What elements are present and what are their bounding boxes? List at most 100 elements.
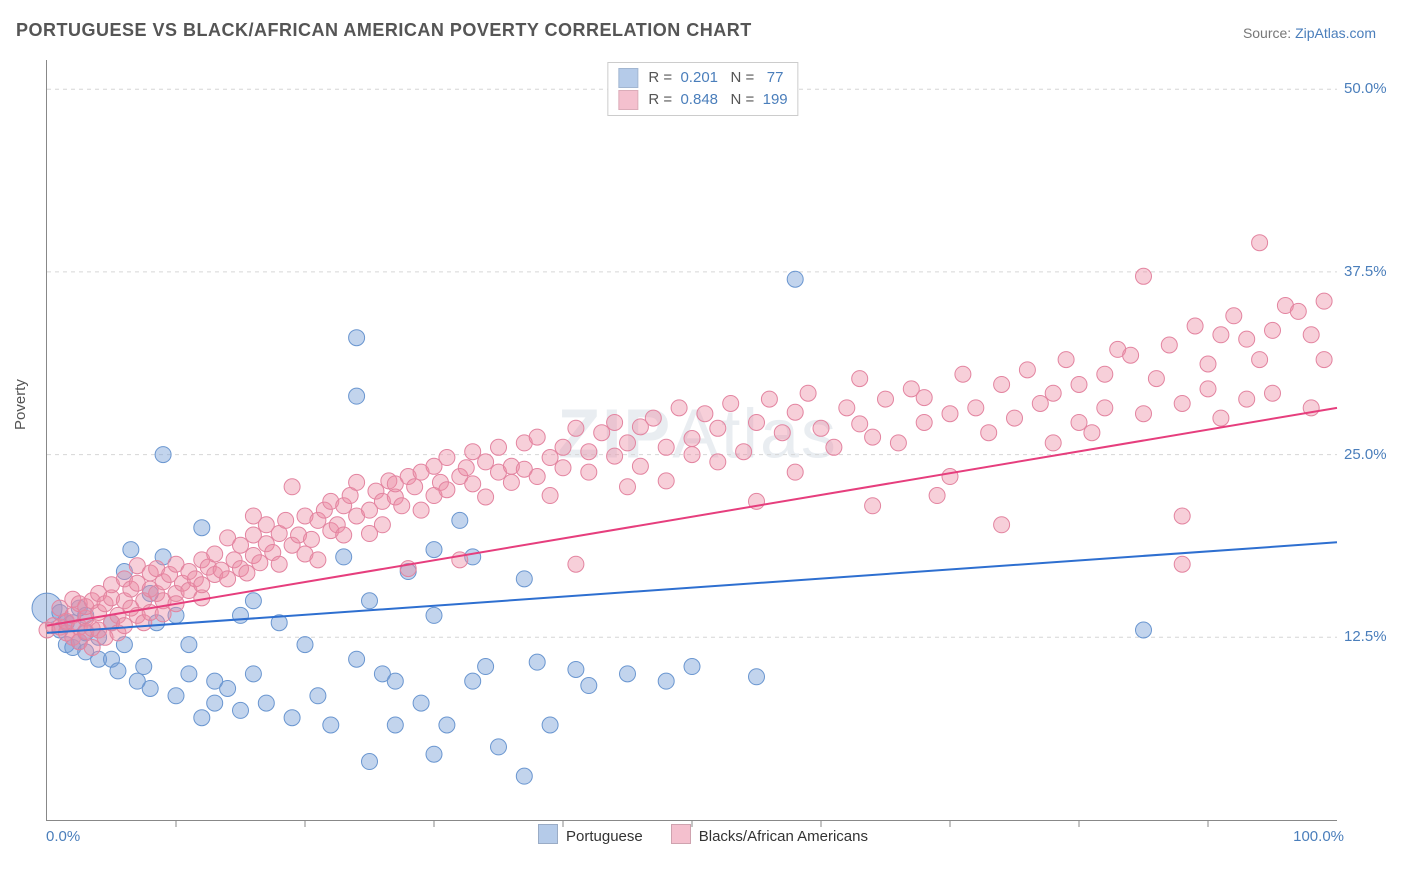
scatter-point-b xyxy=(1174,508,1190,524)
scatter-point-b xyxy=(310,552,326,568)
scatter-point-b xyxy=(465,444,481,460)
scatter-point-a xyxy=(581,678,597,694)
source-attribution: Source: ZipAtlas.com xyxy=(1243,25,1376,41)
scatter-point-b xyxy=(658,473,674,489)
scatter-point-a xyxy=(452,512,468,528)
scatter-point-a xyxy=(491,739,507,755)
scatter-point-a xyxy=(168,688,184,704)
scatter-point-a xyxy=(387,717,403,733)
legend-label: Blacks/African Americans xyxy=(699,828,868,845)
scatter-point-b xyxy=(1136,406,1152,422)
scatter-point-b xyxy=(1045,385,1061,401)
scatter-point-a xyxy=(155,447,171,463)
scatter-point-b xyxy=(1071,376,1087,392)
scatter-point-a xyxy=(136,659,152,675)
legend-r-value: 0.848 xyxy=(680,89,718,111)
scatter-point-a xyxy=(194,520,210,536)
scatter-point-b xyxy=(465,476,481,492)
source-link[interactable]: ZipAtlas.com xyxy=(1295,25,1376,41)
scatter-point-b xyxy=(594,425,610,441)
scatter-point-b xyxy=(632,458,648,474)
y-axis-tick-label: 37.5% xyxy=(1344,263,1387,280)
scatter-point-b xyxy=(1316,293,1332,309)
scatter-point-b xyxy=(1316,352,1332,368)
scatter-point-b xyxy=(723,395,739,411)
scatter-point-b xyxy=(968,400,984,416)
scatter-point-b xyxy=(1045,435,1061,451)
chart-title: PORTUGUESE VS BLACK/AFRICAN AMERICAN POV… xyxy=(16,20,752,41)
scatter-point-b xyxy=(581,464,597,480)
scatter-point-b xyxy=(1290,303,1306,319)
scatter-point-b xyxy=(303,531,319,547)
scatter-point-b xyxy=(1239,391,1255,407)
scatter-point-b xyxy=(749,414,765,430)
scatter-point-b xyxy=(890,435,906,451)
scatter-point-b xyxy=(1213,327,1229,343)
scatter-point-b xyxy=(555,439,571,455)
legend-r-label: R = xyxy=(648,89,680,111)
scatter-point-b xyxy=(1084,425,1100,441)
scatter-point-b xyxy=(994,376,1010,392)
scatter-point-b xyxy=(1213,410,1229,426)
scatter-point-b xyxy=(1265,322,1281,338)
scatter-point-b xyxy=(916,390,932,406)
correlation-legend: R = 0.201 N = 77R = 0.848 N = 199 xyxy=(607,62,798,116)
plot-svg xyxy=(47,60,1337,820)
scatter-point-b xyxy=(478,489,494,505)
legend-n-value: 199 xyxy=(763,89,788,111)
scatter-point-a xyxy=(426,607,442,623)
scatter-point-a xyxy=(439,717,455,733)
scatter-point-b xyxy=(800,385,816,401)
scatter-point-a xyxy=(233,702,249,718)
scatter-point-a xyxy=(620,666,636,682)
scatter-point-a xyxy=(349,330,365,346)
scatter-point-b xyxy=(413,502,429,518)
scatter-point-a xyxy=(516,571,532,587)
scatter-point-b xyxy=(1097,400,1113,416)
scatter-point-b xyxy=(220,571,236,587)
scatter-point-a xyxy=(110,663,126,679)
scatter-point-b xyxy=(1058,352,1074,368)
scatter-point-a xyxy=(297,637,313,653)
scatter-point-b xyxy=(1200,356,1216,372)
scatter-point-b xyxy=(252,555,268,571)
scatter-point-a xyxy=(349,388,365,404)
scatter-point-b xyxy=(568,420,584,436)
scatter-point-a xyxy=(323,717,339,733)
scatter-point-a xyxy=(684,659,700,675)
legend-n-label: N = xyxy=(718,89,763,111)
legend-label: Portuguese xyxy=(566,828,643,845)
chart-container: PORTUGUESE VS BLACK/AFRICAN AMERICAN POV… xyxy=(0,0,1406,892)
scatter-point-a xyxy=(310,688,326,704)
scatter-point-b xyxy=(787,404,803,420)
scatter-point-b xyxy=(394,498,410,514)
series-legend: Portuguese Blacks/African Americans xyxy=(0,824,1406,845)
scatter-point-b xyxy=(787,464,803,480)
scatter-point-a xyxy=(568,661,584,677)
plot-area: ZIPAtlas xyxy=(46,60,1337,821)
scatter-point-a xyxy=(349,651,365,667)
scatter-point-b xyxy=(529,469,545,485)
scatter-point-b xyxy=(607,448,623,464)
scatter-point-a xyxy=(142,680,158,696)
scatter-point-b xyxy=(278,512,294,528)
scatter-point-b xyxy=(684,447,700,463)
scatter-point-b xyxy=(929,488,945,504)
scatter-point-b xyxy=(1136,268,1152,284)
scatter-point-a xyxy=(123,542,139,558)
scatter-point-b xyxy=(491,439,507,455)
legend-r-label: R = xyxy=(648,67,680,89)
scatter-point-b xyxy=(349,474,365,490)
scatter-point-b xyxy=(1252,235,1268,251)
scatter-point-a xyxy=(245,666,261,682)
scatter-point-b xyxy=(826,439,842,455)
scatter-point-a xyxy=(426,746,442,762)
scatter-point-a xyxy=(478,659,494,675)
scatter-point-a xyxy=(542,717,558,733)
scatter-point-a xyxy=(207,695,223,711)
scatter-point-b xyxy=(671,400,687,416)
scatter-point-b xyxy=(942,406,958,422)
legend-swatch xyxy=(618,68,638,88)
scatter-point-b xyxy=(1187,318,1203,334)
scatter-point-b xyxy=(942,469,958,485)
